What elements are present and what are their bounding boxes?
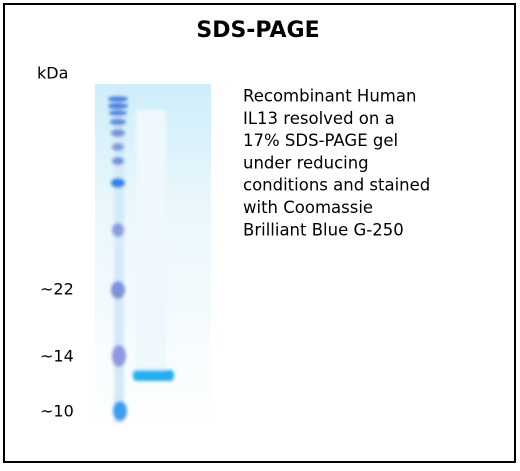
description-line: Recombinant Human — [243, 87, 416, 106]
unit-label: kDa — [37, 64, 68, 83]
description-line: with Coomassie — [243, 198, 373, 217]
lane-smear — [136, 110, 166, 370]
ladder-band — [110, 118, 126, 126]
gel — [95, 84, 211, 434]
marker-label: ~22 — [40, 280, 74, 299]
description-line: 17% SDS-PAGE gel — [243, 131, 398, 150]
ladder-band — [112, 157, 124, 165]
frame — [3, 3, 516, 463]
ladder-band — [108, 96, 128, 102]
ladder-band — [108, 103, 128, 109]
ladder-band — [112, 143, 124, 151]
ladder-band — [111, 178, 125, 188]
description: Recombinant Human IL13 resolved on a 17% S… — [243, 87, 430, 240]
description-line: conditions and stained — [243, 176, 430, 195]
description-line: under reducing — [243, 153, 369, 172]
description-line: Brilliant Blue G-250 — [243, 220, 404, 239]
sample-lane — [133, 110, 174, 381]
ladder-band — [112, 345, 126, 367]
description-line: IL13 resolved on a — [243, 109, 395, 128]
ladder-band — [111, 281, 125, 299]
ladder-band — [111, 129, 125, 137]
marker-label: ~10 — [40, 402, 74, 421]
ladder-band — [109, 110, 127, 116]
marker-label: ~14 — [40, 347, 74, 366]
lane-smear — [114, 88, 124, 423]
title: SDS-PAGE — [196, 18, 319, 43]
sample-band — [133, 370, 174, 381]
ladder-band — [113, 401, 127, 421]
ladder-lane — [108, 88, 128, 423]
ladder-band — [112, 223, 124, 237]
